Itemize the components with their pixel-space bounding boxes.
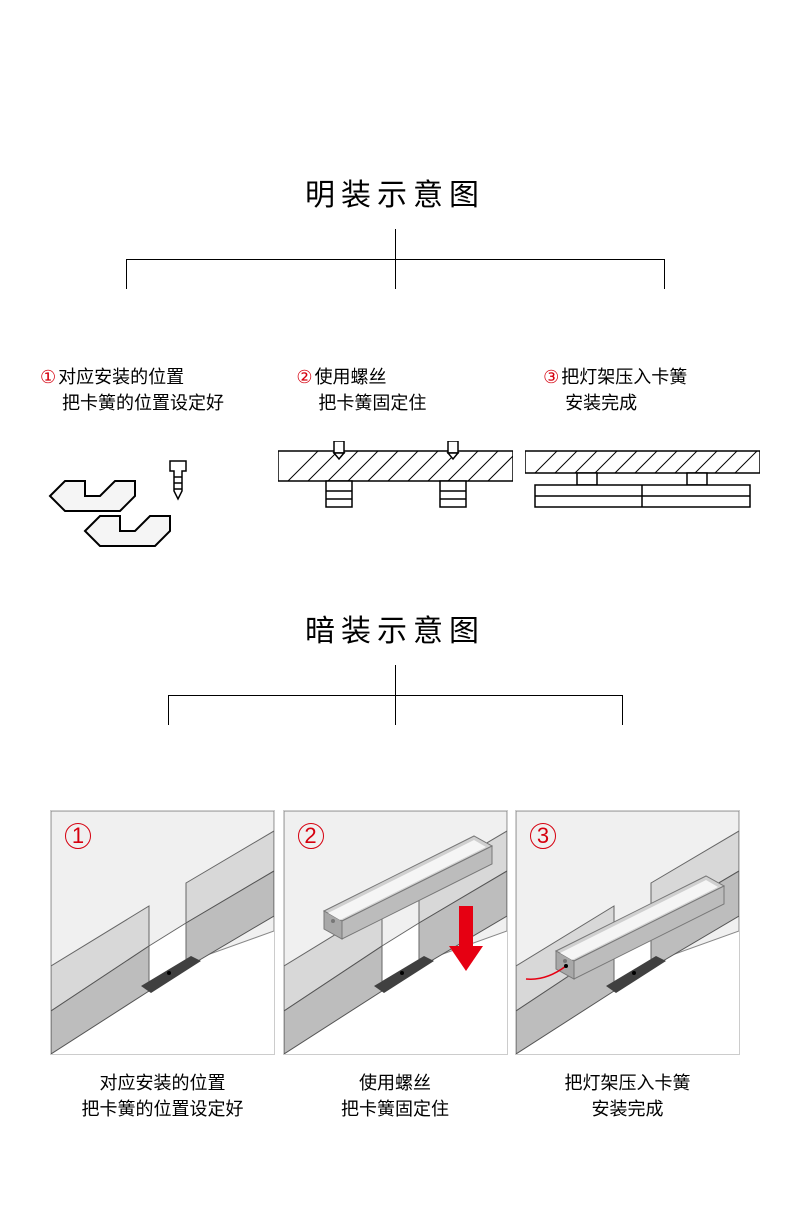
surface-step-1: ①对应安装的位置 把卡簧的位置设定好: [40, 364, 276, 416]
surface-illus-2: [278, 441, 513, 551]
surface-illus-1: [30, 441, 265, 551]
surface-step-2: ②使用螺丝 把卡簧固定住: [276, 364, 513, 416]
recessed-panel-2: 2 使用螺丝 把卡簧固定住: [283, 810, 508, 1122]
step-num-3: ③: [543, 367, 559, 387]
panel-num-1: 1: [65, 823, 91, 849]
recessed-panels-row: 1 对应安装的位置 把卡簧的位置设定好 2 使用螺丝 把卡簧固定住 3 把灯架压…: [0, 810, 790, 1122]
step-num-2: ②: [296, 367, 312, 387]
recessed-panel-3: 3 把灯架压入卡簧 安装完成: [515, 810, 740, 1122]
surface-step-3: ③把灯架压入卡簧 安装完成: [513, 364, 750, 416]
step-num-1: ①: [40, 367, 56, 387]
surface-illustrations: [0, 441, 790, 551]
recessed-bracket: [125, 665, 665, 725]
panel-num-3: 3: [530, 823, 556, 849]
surface-steps-row: ①对应安装的位置 把卡簧的位置设定好 ②使用螺丝 把卡簧固定住 ③把灯架压入卡簧…: [0, 364, 790, 416]
surface-bracket: [75, 229, 715, 289]
surface-mount-section: 明装示意图 ①对应安装的位置 把卡簧的位置设定好 ②使用螺丝 把卡簧固定住 ③把…: [0, 0, 790, 551]
surface-illus-3: [525, 441, 760, 551]
recessed-mount-section: 暗装示意图 1 对应安装的位置 把卡簧的位置设定好 2 使用螺丝 把卡簧固定住 …: [0, 606, 790, 1122]
recessed-panel-1: 1 对应安装的位置 把卡簧的位置设定好: [50, 810, 275, 1122]
recessed-mount-title: 暗装示意图: [0, 606, 790, 650]
panel-num-2: 2: [298, 823, 324, 849]
surface-mount-title: 明装示意图: [0, 170, 790, 214]
